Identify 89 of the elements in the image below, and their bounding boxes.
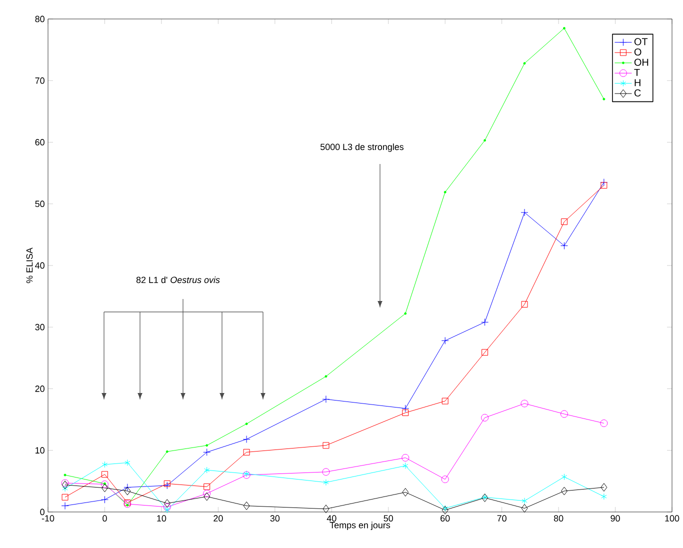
point <box>322 395 330 403</box>
point <box>61 502 69 510</box>
point <box>442 505 448 512</box>
point <box>101 480 108 488</box>
point <box>164 480 170 487</box>
point <box>124 459 130 466</box>
point <box>61 479 69 487</box>
point <box>600 483 608 492</box>
point <box>600 182 608 189</box>
point <box>520 208 528 216</box>
point <box>164 499 170 508</box>
point <box>204 492 210 501</box>
point <box>204 466 210 474</box>
y-tick-label: 10 <box>36 447 44 454</box>
point <box>402 410 409 416</box>
point <box>101 496 108 504</box>
point <box>402 462 408 470</box>
y-tick-label: 30 <box>35 324 44 330</box>
point <box>243 502 250 510</box>
point <box>441 336 449 344</box>
x-tick-label: 60 <box>440 515 450 522</box>
point <box>402 488 409 496</box>
x-axis-title: Temps en jours <box>330 522 390 530</box>
legend-label: C <box>634 89 641 96</box>
x-tick-label: 70 <box>497 515 506 522</box>
x-tick-label: 10 <box>157 515 166 522</box>
x-tick-label: 50 <box>384 515 394 522</box>
x-tick-label: 20 <box>214 515 223 522</box>
point <box>402 454 410 462</box>
x-tick-label: 100 <box>665 515 680 522</box>
point <box>203 448 211 456</box>
point <box>402 404 410 412</box>
point <box>322 468 330 476</box>
legend-label: OT <box>634 38 648 46</box>
point <box>560 410 568 418</box>
legend-label: OH <box>634 58 648 66</box>
annotation: 5000 L3 de strongles <box>320 143 404 152</box>
point <box>481 414 489 422</box>
point <box>101 484 108 492</box>
point <box>522 498 528 504</box>
y-tick-label: 70 <box>35 77 44 84</box>
point <box>560 486 568 496</box>
point <box>441 476 449 484</box>
point <box>124 484 132 492</box>
point <box>481 318 489 326</box>
point <box>204 483 210 490</box>
y-tick-label: 60 <box>35 139 44 146</box>
point <box>560 218 568 225</box>
y-axis-title: % ELISA <box>26 248 33 284</box>
point <box>600 420 608 427</box>
point <box>442 506 448 514</box>
point <box>442 398 448 404</box>
x-tick-label: 90 <box>610 515 620 522</box>
x-tick-label: 80 <box>554 515 564 522</box>
annotation: 82 L1 d' Oestrus ovis <box>136 276 220 284</box>
point <box>601 493 607 500</box>
point <box>482 349 488 356</box>
point <box>164 506 170 514</box>
point <box>101 471 108 478</box>
y-tick-label: 20 <box>35 386 44 392</box>
point <box>203 490 211 498</box>
point <box>102 461 108 468</box>
point <box>322 442 330 449</box>
point <box>62 494 68 500</box>
legend-label: O <box>634 48 642 56</box>
point <box>323 479 329 486</box>
point <box>62 480 68 490</box>
point <box>62 485 68 492</box>
point <box>242 436 250 444</box>
point <box>124 486 131 496</box>
point <box>243 448 250 456</box>
y-tick-label: 50 <box>35 200 44 208</box>
x-tick-label: -10 <box>42 515 54 522</box>
x-tick-label: 0 <box>102 515 107 522</box>
legend-label: T <box>634 69 640 76</box>
point <box>561 474 568 480</box>
y-tick-label: 80 <box>35 16 44 22</box>
legend-label: H <box>634 79 640 86</box>
point <box>560 242 568 250</box>
point <box>163 503 171 511</box>
x-tick-label: 30 <box>270 515 280 522</box>
point <box>520 400 528 408</box>
point <box>521 504 528 513</box>
x-tick-label: 40 <box>326 515 336 522</box>
point <box>163 482 171 490</box>
point <box>322 504 330 514</box>
point <box>521 301 528 308</box>
y-tick-label: 0 <box>40 508 44 516</box>
y-tick-label: 40 <box>35 262 44 269</box>
